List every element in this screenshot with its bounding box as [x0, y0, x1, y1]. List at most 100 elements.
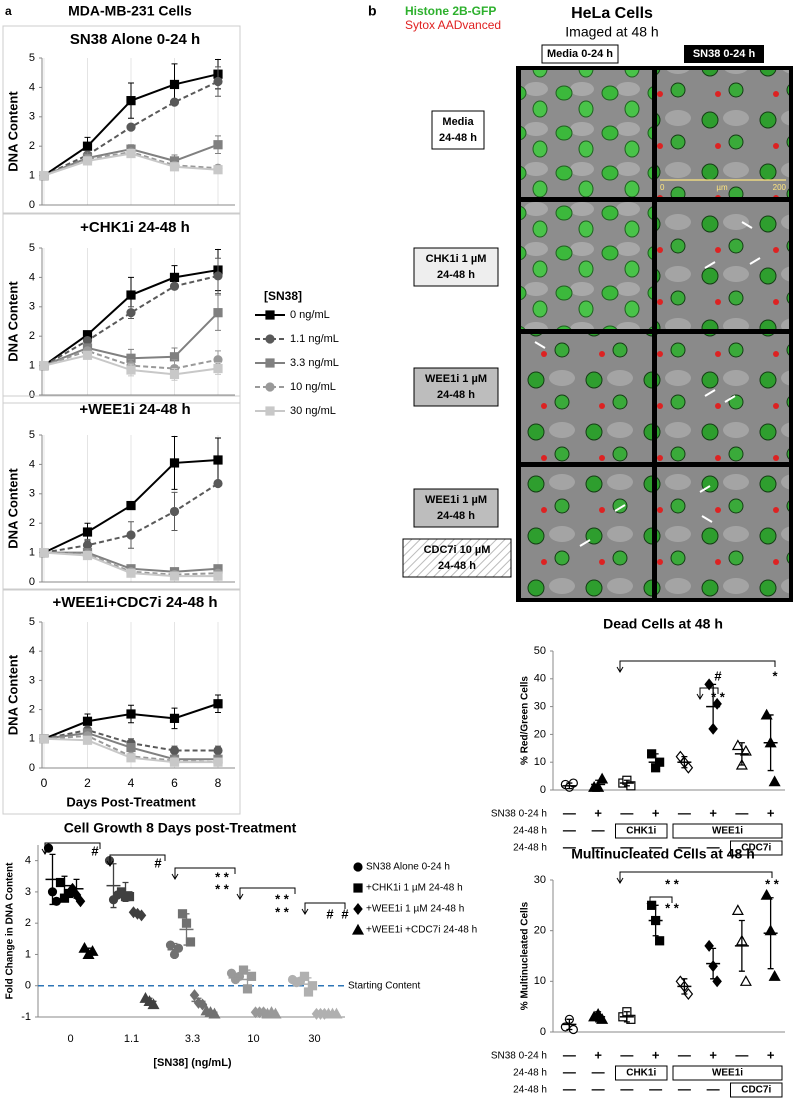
annotation: * *	[665, 876, 680, 891]
marker	[126, 148, 136, 159]
bracket	[171, 867, 236, 880]
marker	[173, 943, 184, 953]
marker	[213, 140, 223, 150]
marker	[307, 981, 318, 991]
annotation: *	[772, 668, 778, 683]
annotation: * *	[765, 876, 780, 891]
marker	[265, 310, 275, 320]
condition-box	[730, 840, 783, 856]
marker	[169, 79, 180, 90]
marker	[213, 308, 223, 318]
marker	[126, 742, 136, 753]
panel-title: MDA-MB-231 Cells	[68, 3, 192, 19]
marker	[353, 862, 363, 872]
y-tick-label: 1	[29, 733, 35, 745]
y-tick-label: 3	[29, 301, 35, 313]
x-tick-label: 0	[41, 776, 48, 790]
marker	[126, 500, 136, 511]
row-label-box	[413, 247, 499, 287]
micrograph	[521, 467, 652, 598]
y-tick-label: 4	[29, 458, 35, 470]
y-tick-label: -1	[21, 1011, 31, 1023]
condition-item: —	[678, 1047, 691, 1062]
marker	[768, 775, 781, 787]
y-tick-label: 3	[29, 111, 35, 123]
row-label: WEE1i 1 µM	[425, 373, 487, 385]
marker	[43, 843, 54, 853]
marker	[169, 162, 180, 172]
stain-label: Histone 2B-GFP	[405, 4, 496, 18]
y-tick-label: 0	[29, 389, 35, 401]
condition-item: —	[735, 805, 748, 820]
annotation: * *	[215, 869, 230, 884]
micrograph	[657, 467, 789, 598]
condition-label: SN38 0-24 h	[491, 809, 547, 820]
condition-box	[672, 823, 783, 839]
bracket	[236, 887, 296, 900]
y-tick-label: 50	[534, 645, 546, 657]
marker	[213, 757, 223, 767]
y-axis-label: DNA Content	[5, 654, 20, 735]
y-tick-label: 1	[29, 547, 35, 559]
marker	[82, 527, 93, 537]
marker	[353, 903, 363, 915]
annotation: #	[326, 906, 334, 921]
panel-label: a	[5, 4, 12, 18]
y-tick-label: 0	[540, 784, 546, 796]
marker	[165, 940, 176, 950]
marker	[655, 936, 665, 946]
condition-item: +	[594, 1047, 602, 1062]
annotation: #	[91, 843, 99, 858]
condition-item: WEE1i	[712, 826, 743, 837]
y-tick-label: 2	[29, 330, 35, 342]
x-tick-label: 10	[247, 1033, 259, 1045]
condition-item: —	[620, 1081, 633, 1096]
condition-label: 24-48 h	[513, 1085, 547, 1096]
scale-label: µm	[716, 183, 728, 192]
row-label: WEE1i 1 µM	[425, 494, 487, 506]
chart-title: Multinucleated Cells at 48 h	[571, 846, 755, 862]
marker	[739, 744, 752, 756]
y-tick-label: 30	[534, 701, 546, 713]
marker	[299, 971, 310, 981]
micrograph	[521, 202, 652, 329]
annotation: * *	[275, 891, 290, 906]
y-tick-label: 2	[29, 140, 35, 152]
y-tick-label: 0	[29, 576, 35, 588]
scale-label: 0	[660, 183, 665, 192]
row-label: 24-48 h	[437, 269, 475, 281]
condition-box	[672, 1065, 783, 1081]
bracket	[696, 687, 719, 700]
x-tick-label: 0	[67, 1033, 73, 1045]
condition-item: —	[649, 1081, 662, 1096]
marker	[683, 761, 694, 774]
marker	[82, 735, 93, 745]
column-header: Media 0-24 h	[547, 48, 613, 60]
condition-label: 24-48 h	[513, 826, 547, 837]
x-tick-label: 30	[308, 1033, 320, 1045]
panel-subtitle: Imaged at 48 h	[565, 24, 658, 40]
marker	[169, 506, 180, 517]
column-header: SN38 0-24 h	[693, 48, 756, 60]
condition-box	[615, 1065, 668, 1081]
row-label: Media	[442, 116, 474, 128]
row-label-box	[413, 367, 499, 407]
panel-label: b	[368, 3, 377, 19]
condition-item: —	[707, 839, 720, 854]
marker	[265, 382, 275, 392]
y-tick-label: 5	[29, 429, 35, 441]
row-label: CDC7i 10 µM	[424, 544, 491, 556]
legend-label: 30 ng/mL	[290, 405, 336, 417]
legend-label: 3.3 ng/mL	[290, 357, 339, 369]
legend-label: +WEE1i 1 µM 24-48 h	[366, 904, 464, 915]
condition-item: —	[678, 839, 691, 854]
marker	[39, 171, 49, 181]
bracket	[41, 842, 101, 855]
y-tick-label: 20	[534, 925, 546, 937]
marker	[82, 156, 93, 166]
y-tick-label: 4	[29, 81, 35, 93]
micrograph	[657, 334, 789, 462]
annotation: #	[154, 855, 162, 870]
